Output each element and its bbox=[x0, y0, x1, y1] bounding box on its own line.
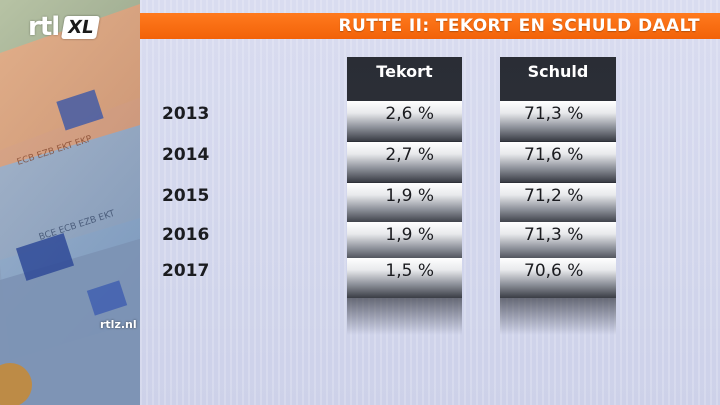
site-watermark: rtlz.nl bbox=[100, 318, 137, 331]
page-title: RUTTE II: TEKORT EN SCHULD DAALT bbox=[338, 16, 700, 36]
logo-rtl-text: rtl bbox=[28, 12, 60, 42]
logo-xl-badge: XL bbox=[61, 15, 101, 39]
tekort-cell: 1,9 % bbox=[347, 222, 462, 262]
tekort-cell: 2,7 % bbox=[347, 142, 462, 182]
year-label: 2014 bbox=[162, 145, 210, 165]
schuld-cell: 71,2 % bbox=[500, 183, 616, 223]
tekort-column: Tekort 2,6 % 2,7 % 1,9 % 1,9 % 1,5 % bbox=[347, 57, 462, 335]
tekort-cell: 1,9 % bbox=[347, 183, 462, 223]
channel-logo: rtl XL bbox=[28, 12, 101, 42]
year-label: 2016 bbox=[162, 225, 210, 245]
schuld-column: Schuld 71,3 % 71,6 % 71,2 % 71,3 % 70,6 … bbox=[500, 57, 616, 335]
tekort-cell: 1,5 % bbox=[347, 258, 462, 298]
schuld-cell: 71,3 % bbox=[500, 222, 616, 262]
tekort-cell: 2,6 % bbox=[347, 101, 462, 141]
year-label: 2017 bbox=[162, 261, 210, 281]
schuld-cell: 71,6 % bbox=[500, 142, 616, 182]
schuld-header: Schuld bbox=[527, 62, 589, 81]
title-banner: RUTTE II: TEKORT EN SCHULD DAALT bbox=[140, 13, 720, 39]
schuld-cell: 70,6 % bbox=[500, 258, 616, 298]
year-label: 2015 bbox=[162, 186, 210, 206]
year-label: 2013 bbox=[162, 104, 210, 124]
tekort-header: Tekort bbox=[376, 62, 433, 81]
schuld-cell: 71,3 % bbox=[500, 101, 616, 141]
